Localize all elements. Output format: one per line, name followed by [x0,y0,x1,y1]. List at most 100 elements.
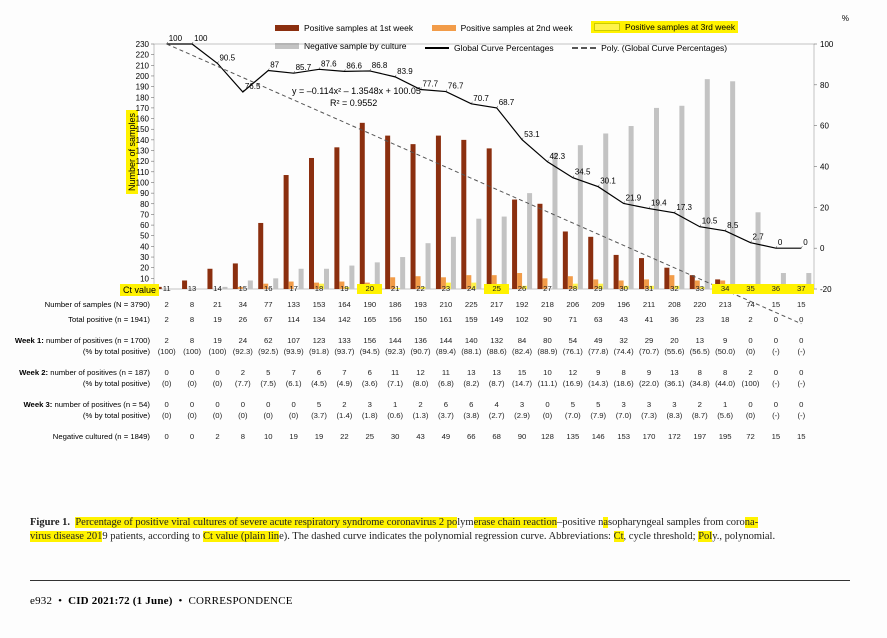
cell: 90 [509,432,534,442]
cell: 5 [560,400,585,410]
x-tick: 15 [230,284,255,294]
row-label: (% by total positive) [0,347,152,356]
page: { "chart": { "type": "bar-line", "width"… [0,0,887,638]
svg-text:150: 150 [136,125,150,134]
cell: 0 [535,400,560,410]
cell: 0 [154,432,179,442]
cell: 13 [662,368,687,378]
cell: 11 [382,368,407,378]
page-footer: e932 • CID 2021:72 (1 June) • CORRESPOND… [30,595,293,607]
cell: (2.7) [484,411,509,421]
row-label: Number of samples (N = 3790) [0,300,152,309]
table-row: (% by total positive)(0)(0)(0)(0)(0)(0)(… [0,411,880,422]
cell: 9 [586,368,611,378]
cell: (5.6) [712,411,737,421]
cell: (8.3) [662,411,687,421]
table-row: Number of samples (N = 3790)282134771331… [0,300,880,311]
cell: 15 [509,368,534,378]
cell: (90.7) [408,347,433,357]
cell: 23 [687,315,712,325]
caption-text: 9 patients, according to [102,531,203,542]
cell: 135 [560,432,585,442]
cell: (0) [205,379,230,389]
cell: 67 [256,315,281,325]
cell: 6 [433,400,458,410]
cell: (2.9) [509,411,534,421]
cell: 15 [789,432,814,442]
cell: 7 [332,368,357,378]
cell: (7.0) [611,411,636,421]
x-tick: 23 [433,284,458,294]
cell: 7 [281,368,306,378]
cell: 211 [636,300,661,310]
cell: 193 [408,300,433,310]
cell: 90 [535,315,560,325]
table-row: Total positive (n = 1941)281926671141341… [0,315,880,326]
x-tick: 14 [205,284,230,294]
cell: 8 [179,315,204,325]
cell: 5 [256,368,281,378]
svg-text:8.5: 8.5 [727,221,739,230]
cell: 8 [611,368,636,378]
cell: 136 [408,336,433,346]
cell: 150 [408,315,433,325]
svg-text:100: 100 [820,40,834,49]
cell: 32 [611,336,636,346]
x-tick: 19 [332,284,357,294]
caption-hl: na- [745,517,758,528]
cell: (100) [738,379,763,389]
table-row: Week 3: number of positives (n = 54)0000… [0,400,880,411]
caption-text: lym [457,517,473,528]
svg-text:0: 0 [803,238,808,247]
cell: 3 [357,400,382,410]
cell: 6 [459,400,484,410]
cell: (0) [281,411,306,421]
svg-text:2.7: 2.7 [753,233,765,242]
cell: (-) [789,347,814,357]
cell: 144 [433,336,458,346]
cell: 2 [154,315,179,325]
cell: 80 [535,336,560,346]
cell: 36 [662,315,687,325]
cell: (92.3) [382,347,407,357]
cell: 72 [738,432,763,442]
cell: 190 [357,300,382,310]
cell: (88.6) [484,347,509,357]
row-label: Total positive (n = 1941) [0,315,152,324]
svg-text:100: 100 [169,34,183,43]
cell: (11.1) [535,379,560,389]
cell: (-) [789,379,814,389]
cell: (76.1) [560,347,585,357]
cell: 77 [256,300,281,310]
cell: (0) [154,379,179,389]
cell: (4.9) [332,379,357,389]
cell: 4 [484,400,509,410]
dot: • [179,595,183,607]
equation: y = –0.114x² – 1.3548x + 100.05 [292,86,421,96]
cell: (0) [154,411,179,421]
cell: (18.6) [611,379,636,389]
cell: (34.8) [687,379,712,389]
cell: 6 [357,368,382,378]
cell: 6 [306,368,331,378]
cell: 156 [357,336,382,346]
cell: (8.7) [687,411,712,421]
cell: 153 [611,432,636,442]
cell: 172 [662,432,687,442]
cell: 0 [789,315,814,325]
cell: 2 [205,432,230,442]
footer-section: CORRESPONDENCE [188,595,292,607]
cell: 5 [306,400,331,410]
cell: 209 [586,300,611,310]
chart-svg: 0102030405060708090100110120130140150160… [138,14,838,282]
cell: 114 [281,315,306,325]
svg-text:90: 90 [140,189,149,198]
svg-text:220: 220 [136,51,150,60]
svg-text:130: 130 [136,147,150,156]
row-label: Week 1: number of positives (n = 1700) [0,336,152,345]
x-tick: 24 [459,284,484,294]
cell: 3 [611,400,636,410]
cell: 0 [763,368,788,378]
cell: 63 [586,315,611,325]
cell: 3 [662,400,687,410]
